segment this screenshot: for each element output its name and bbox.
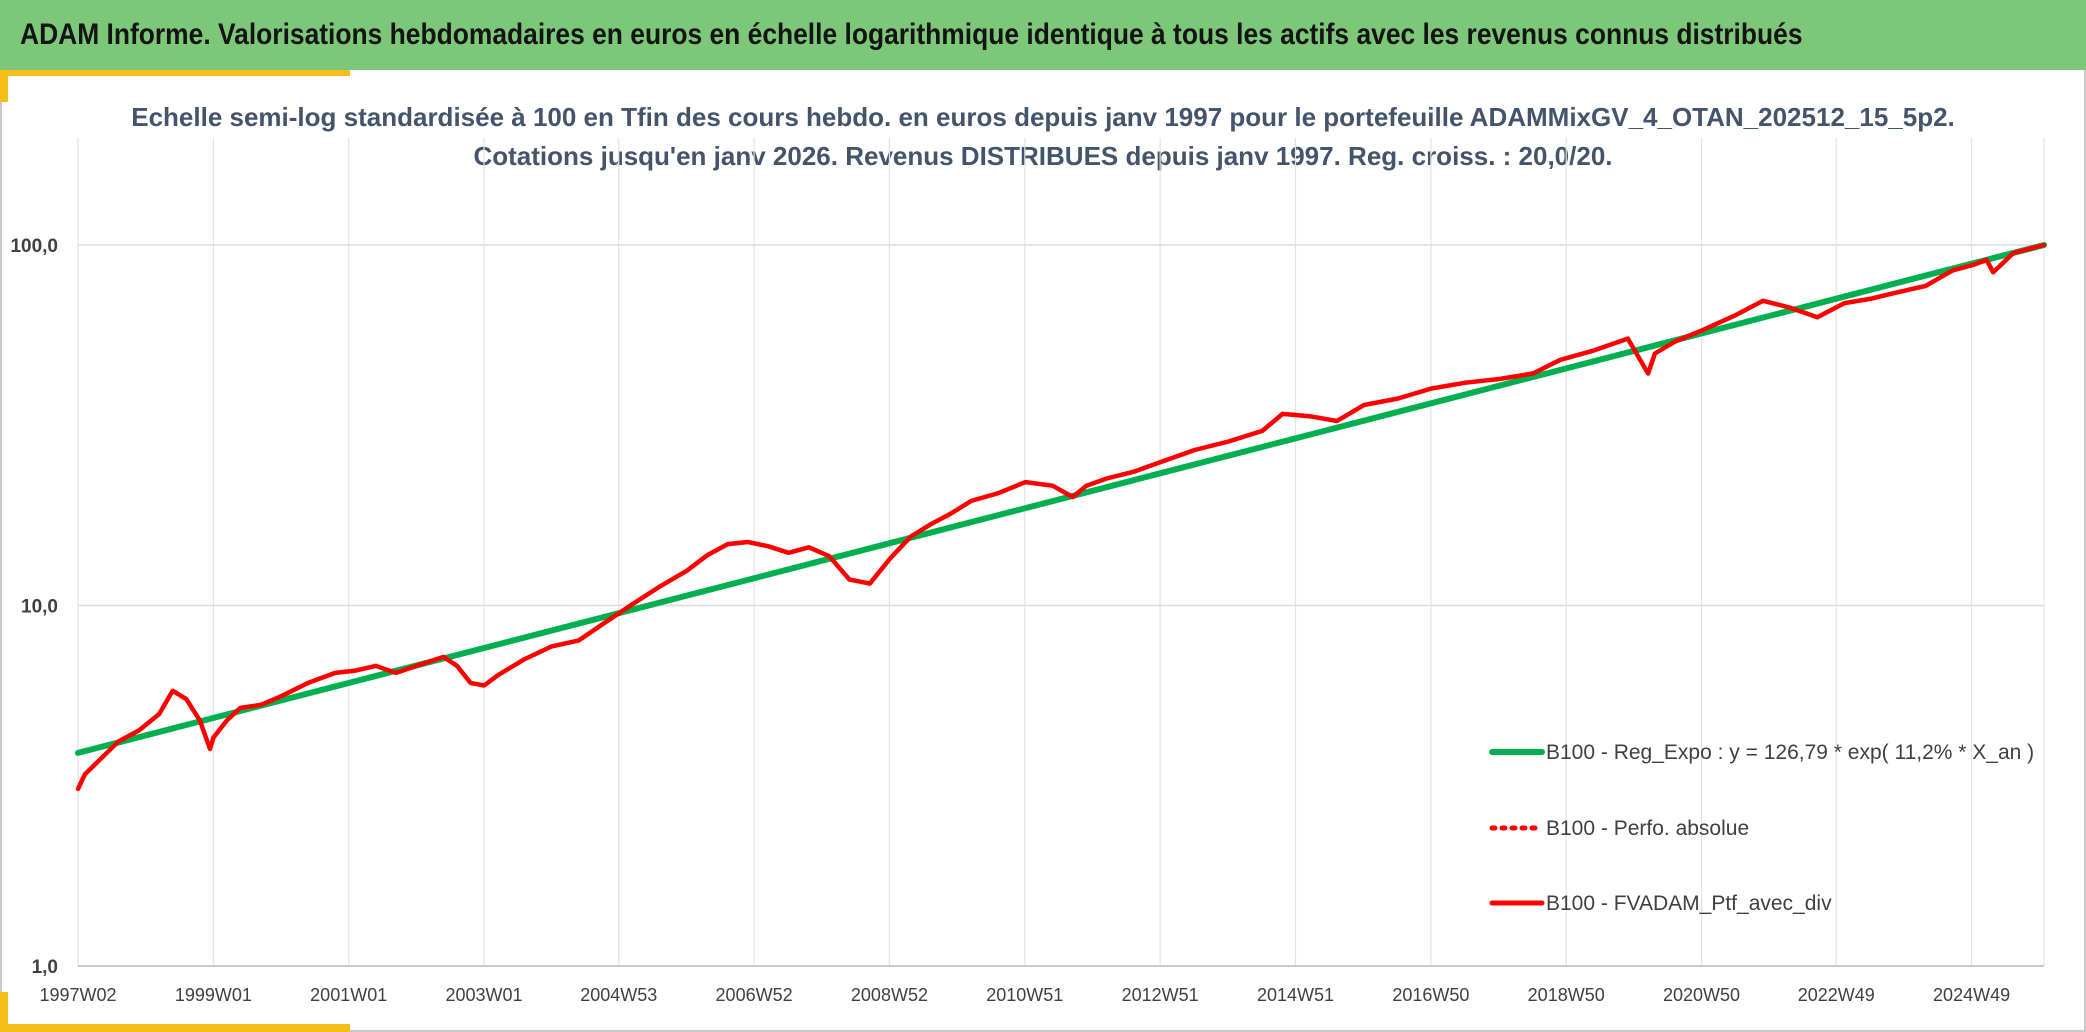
- x-tick-label: 2016W50: [1392, 985, 1469, 1005]
- y-tick-label: 1,0: [32, 957, 58, 978]
- accent-bar-left-top: [0, 70, 8, 102]
- accent-bar-top: [0, 70, 350, 76]
- series-layer: [75, 242, 2047, 792]
- x-tick-label: 2001W01: [310, 985, 387, 1005]
- x-tick-label: 2024W49: [1933, 985, 2010, 1005]
- x-tick-label: 2004W53: [580, 985, 657, 1005]
- banner-title: ADAM Informe. Valorisations hebdomadaire…: [20, 18, 1803, 51]
- legend-label-2: B100 - FVADAM_Ptf_avec_div: [1546, 892, 1832, 915]
- x-tick-label: 1997W02: [39, 985, 116, 1005]
- chart-title: Echelle semi-log standardisée à 100 en T…: [131, 102, 1955, 132]
- accent-bar-left-bottom: [0, 992, 8, 1032]
- x-tick-label: 2003W01: [446, 985, 523, 1005]
- x-tick-label: 2008W52: [851, 985, 928, 1005]
- x-tick-label: 2012W51: [1122, 985, 1199, 1005]
- x-axis-ticks: 1997W02 1999W01 2001W01 2003W01 2004W53 2006W…: [39, 985, 2010, 1005]
- x-tick-label: 2006W52: [716, 985, 793, 1005]
- chart-subtitle: Cotations jusqu'en janv 2026. Revenus DI…: [473, 141, 1612, 171]
- chart-frame: [0, 70, 2086, 1032]
- legend-label-1: B100 - Perfo. absolue: [1546, 817, 1749, 840]
- legend: B100 - Reg_Expo : y = 126,79 * exp( 11,2…: [1489, 741, 2034, 915]
- y-tick-label: 100,0: [10, 236, 58, 257]
- grid: [77, 138, 2045, 967]
- x-tick-label: 2020W50: [1663, 985, 1740, 1005]
- header-banner: ADAM Informe. Valorisations hebdomadaire…: [0, 0, 2086, 70]
- y-tick-label: 10,0: [21, 597, 58, 618]
- legend-label-0: B100 - Reg_Expo : y = 126,79 * exp( 11,2…: [1546, 741, 2034, 764]
- x-tick-label: 2018W50: [1528, 985, 1605, 1005]
- series-line-0: [75, 242, 2047, 756]
- y-axis-ticks: 1,0 10,0 100,0: [10, 236, 58, 978]
- series-line-2: [75, 242, 2047, 792]
- x-tick-label: 2014W51: [1257, 985, 1334, 1005]
- x-tick-label: 2022W49: [1798, 985, 1875, 1005]
- accent-bar-bottom: [0, 1024, 350, 1032]
- x-tick-label: 2010W51: [986, 985, 1063, 1005]
- x-tick-label: 1999W01: [175, 985, 252, 1005]
